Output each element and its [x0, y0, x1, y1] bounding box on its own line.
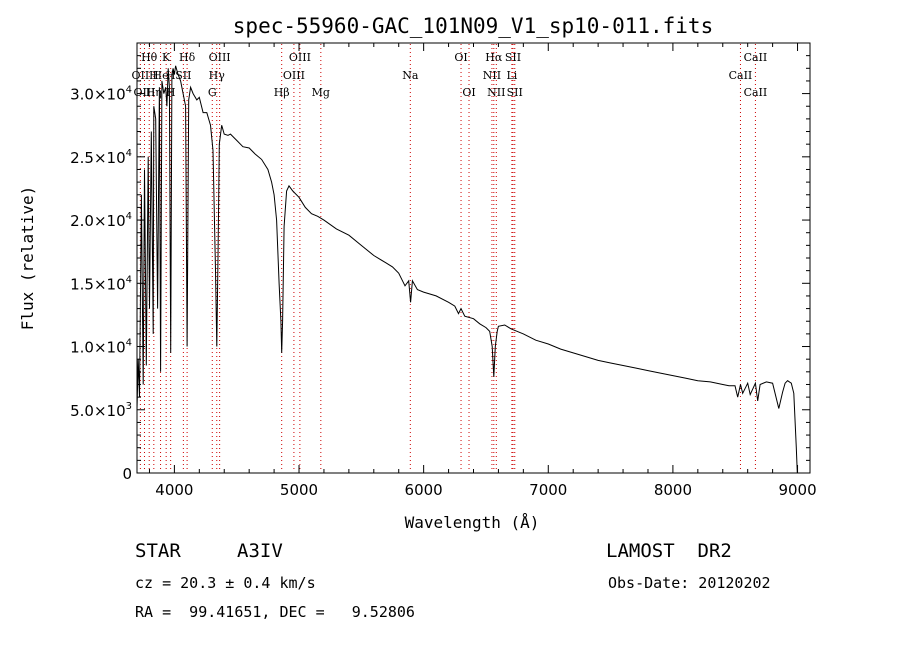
spectral-line-label: NII: [487, 86, 505, 99]
spectral-line-label: H: [149, 69, 159, 82]
spectral-line-label: Hα: [485, 51, 503, 64]
spectral-line-label: OII: [132, 69, 150, 82]
y-tick-mantissa: 1.0×10: [70, 339, 126, 357]
x-tick-label: 6000: [405, 481, 443, 499]
y-tick-exponent: 3: [126, 401, 132, 412]
y-tick-exponent: 4: [126, 274, 132, 285]
y-tick-mantissa: 2.0×10: [70, 212, 126, 230]
x-tick-label: 8000: [654, 481, 692, 499]
spectral-line-label: OI: [462, 86, 475, 99]
spectrum-line: [136, 65, 798, 474]
spectral-line-label: OIII: [209, 51, 231, 64]
object-class: STAR: [135, 540, 181, 562]
y-tick-mantissa: 1.5×10: [70, 275, 126, 293]
y-tick-label: 5.0×103: [70, 401, 132, 420]
y-tick-exponent: 4: [126, 338, 132, 349]
spectral-line-label: Hδ: [179, 51, 196, 64]
spectral-line-label: H: [166, 86, 176, 99]
spectral-line-label: NII: [483, 69, 501, 82]
spectral-line-label: Na: [402, 69, 419, 82]
survey-name: LAMOST DR2: [606, 540, 732, 562]
spectral-line-label: OI: [454, 51, 467, 64]
coordinates: RA = 99.41651, DEC = 9.52806: [135, 603, 415, 621]
y-tick-exponent: 4: [126, 148, 132, 159]
x-axis-label: Wavelength (Å): [405, 513, 540, 532]
spectral-line-label: H: [166, 69, 176, 82]
y-tick-mantissa: 5.0×10: [70, 402, 126, 420]
spectral-line-label: CaII: [744, 86, 768, 99]
spectral-line-label: Hγ: [209, 69, 226, 82]
spectral-line-markers: [139, 44, 756, 472]
y-tick-label: 1.5×104: [70, 274, 132, 293]
x-axis-ticks: 4000 5000 6000 7000 8000 9000: [148, 43, 817, 499]
y-tick-label: 0: [122, 465, 132, 483]
spectral-line-label: Hη: [146, 86, 162, 99]
spectral-line-label: Li: [506, 69, 517, 82]
spectral-line-label: CaII: [729, 69, 753, 82]
x-tick-label: 9000: [778, 481, 816, 499]
spectral-line-label: Mg: [312, 86, 330, 99]
spectral-line-label: SII: [175, 69, 191, 82]
y-axis-label: Flux (relative): [18, 186, 37, 331]
y-tick-mantissa: 2.5×10: [70, 149, 126, 167]
spectral-line-label: Hθ: [141, 51, 158, 64]
spectral-line-label: He: [153, 69, 169, 82]
spectral-line-label: OIII: [289, 51, 311, 64]
y-tick-exponent: 4: [126, 85, 132, 96]
spectral-line-label: G: [208, 86, 217, 99]
x-tick-label: 5000: [280, 481, 318, 499]
y-tick-mantissa: 3.0×10: [70, 86, 126, 104]
y-axis-ticks: 05.0×1031.0×1041.5×1042.0×1042.5×1043.0×…: [70, 55, 810, 483]
x-tick-label: 4000: [155, 481, 193, 499]
spectral-line-label: OIII: [133, 86, 155, 99]
y-tick-label: 2.0×104: [70, 211, 132, 230]
y-tick-label: 2.5×104: [70, 148, 132, 167]
redshift-value: cz = 20.3 ± 0.4 km/s: [135, 574, 316, 592]
spectral-line-label: Hβ: [274, 86, 290, 99]
spectral-line-label: SII: [507, 86, 523, 99]
observation-date: Obs-Date: 20120202: [608, 574, 771, 592]
y-tick-label: 1.0×104: [70, 338, 132, 357]
spectral-line-label: K: [162, 51, 171, 64]
y-tick-mantissa: 0: [122, 465, 132, 483]
spectral-line-label: OIII: [283, 69, 305, 82]
plot-frame: [136, 42, 811, 474]
spectral-line-label: SII: [505, 51, 521, 64]
x-tick-label: 7000: [529, 481, 567, 499]
y-tick-exponent: 4: [126, 211, 132, 222]
y-tick-label: 3.0×104: [70, 85, 132, 104]
chart-title: spec-55960-GAC_101N09_V1_sp10-011.fits: [233, 14, 713, 38]
spectral-line-label: CaII: [744, 51, 768, 64]
object-subclass: A3IV: [237, 540, 283, 562]
